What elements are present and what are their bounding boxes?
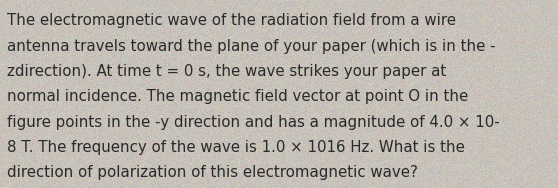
Text: normal incidence. The magnetic field vector at point O in the: normal incidence. The magnetic field vec… bbox=[7, 89, 468, 104]
Text: figure points in the -y direction and has a magnitude of 4.0 × 10-: figure points in the -y direction and ha… bbox=[7, 115, 499, 130]
Text: direction of polarization of this electromagnetic wave?: direction of polarization of this electr… bbox=[7, 165, 417, 180]
Text: 8 T. The frequency of the wave is 1.0 × 1016 Hz. What is the: 8 T. The frequency of the wave is 1.0 × … bbox=[7, 140, 465, 155]
Text: The electromagnetic wave of the radiation field from a wire: The electromagnetic wave of the radiatio… bbox=[7, 13, 456, 28]
Text: zdirection). At time t = 0 s, the wave strikes your paper at: zdirection). At time t = 0 s, the wave s… bbox=[7, 64, 446, 79]
Text: antenna travels toward the plane of your paper (which is in the -: antenna travels toward the plane of your… bbox=[7, 39, 496, 54]
